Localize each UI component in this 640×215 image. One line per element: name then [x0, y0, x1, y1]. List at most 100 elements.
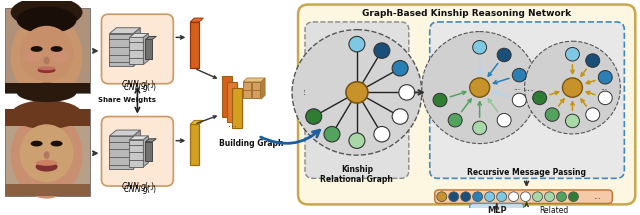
Circle shape [349, 133, 365, 148]
Polygon shape [129, 136, 148, 140]
Circle shape [292, 30, 422, 155]
Ellipse shape [38, 67, 56, 73]
Text: Recursive Message Passing: Recursive Message Passing [467, 168, 586, 177]
FancyBboxPatch shape [298, 5, 636, 204]
Text: MLP: MLP [487, 206, 506, 215]
Ellipse shape [17, 83, 77, 102]
Bar [145, 142, 152, 161]
Text: Relational Graph: Relational Graph [321, 175, 394, 184]
Circle shape [586, 54, 600, 67]
Circle shape [470, 78, 490, 97]
Text: ...: ... [524, 83, 535, 93]
Bar [109, 136, 133, 169]
Circle shape [399, 85, 415, 100]
Text: ...: ... [593, 192, 602, 201]
Text: CNN $g(\cdot)$: CNN $g(\cdot)$ [122, 183, 156, 196]
Ellipse shape [20, 26, 74, 82]
Circle shape [497, 114, 511, 127]
Ellipse shape [17, 6, 77, 34]
Bar [252, 82, 260, 89]
Ellipse shape [31, 141, 43, 146]
Polygon shape [133, 28, 140, 66]
Bar [129, 37, 143, 64]
Circle shape [586, 108, 600, 121]
Circle shape [520, 192, 531, 201]
Text: Kinship: Kinship [341, 165, 373, 174]
Ellipse shape [44, 151, 49, 159]
Ellipse shape [11, 14, 83, 99]
Ellipse shape [44, 57, 49, 64]
Bar [227, 82, 237, 122]
Ellipse shape [20, 124, 74, 182]
Circle shape [461, 192, 470, 201]
FancyBboxPatch shape [435, 190, 612, 203]
Polygon shape [243, 78, 265, 82]
Bar [4, 109, 90, 126]
Circle shape [346, 82, 368, 103]
Circle shape [512, 68, 526, 82]
Bar [4, 8, 90, 93]
Text: CNN $g(\cdot)$: CNN $g(\cdot)$ [120, 180, 154, 193]
Text: Building Graph: Building Graph [219, 139, 284, 148]
Text: ...: ... [600, 83, 607, 92]
Circle shape [497, 48, 511, 62]
FancyBboxPatch shape [102, 14, 173, 84]
Ellipse shape [24, 51, 42, 63]
Circle shape [545, 108, 559, 121]
Bar [190, 124, 199, 165]
Circle shape [598, 91, 612, 105]
Bar [129, 140, 143, 167]
Ellipse shape [38, 66, 56, 70]
Bar [252, 91, 260, 98]
Circle shape [484, 192, 495, 201]
Circle shape [392, 61, 408, 76]
Circle shape [473, 192, 483, 201]
Bar [145, 39, 152, 59]
Polygon shape [261, 78, 265, 99]
Text: Related: Related [540, 206, 569, 215]
Circle shape [449, 192, 459, 201]
Text: CNN $g(\cdot)$: CNN $g(\cdot)$ [122, 81, 156, 94]
Bar [232, 88, 242, 128]
Circle shape [532, 91, 547, 105]
Text: Graph-Based Kinship Reasoning Network: Graph-Based Kinship Reasoning Network [362, 9, 572, 18]
Circle shape [566, 48, 579, 61]
FancyBboxPatch shape [470, 203, 524, 215]
Circle shape [532, 192, 543, 201]
Circle shape [509, 192, 518, 201]
Text: ...: ... [301, 89, 310, 96]
Circle shape [349, 36, 365, 52]
Polygon shape [143, 136, 148, 167]
Polygon shape [109, 130, 140, 136]
Polygon shape [190, 18, 204, 22]
Circle shape [598, 71, 612, 84]
Bar [4, 83, 90, 93]
Circle shape [422, 32, 538, 144]
Circle shape [568, 192, 579, 201]
Polygon shape [129, 34, 148, 37]
Ellipse shape [36, 162, 58, 172]
Circle shape [545, 192, 554, 201]
FancyBboxPatch shape [305, 22, 409, 178]
Ellipse shape [36, 160, 58, 166]
Text: ...: ... [513, 83, 521, 92]
Polygon shape [109, 28, 140, 34]
Ellipse shape [11, 0, 83, 28]
Polygon shape [190, 120, 204, 124]
FancyBboxPatch shape [102, 117, 173, 186]
Circle shape [563, 78, 582, 97]
Circle shape [324, 126, 340, 142]
Text: Share Weights: Share Weights [99, 97, 156, 103]
Ellipse shape [31, 46, 43, 52]
Polygon shape [133, 130, 140, 169]
Circle shape [436, 192, 447, 201]
Polygon shape [145, 139, 156, 142]
Circle shape [512, 93, 526, 107]
Ellipse shape [51, 46, 63, 52]
FancyBboxPatch shape [430, 22, 625, 178]
Bar [243, 91, 251, 98]
Ellipse shape [11, 112, 83, 199]
Polygon shape [143, 34, 148, 64]
Text: CNN $g(\cdot)$: CNN $g(\cdot)$ [120, 78, 154, 91]
Bar [4, 184, 90, 196]
